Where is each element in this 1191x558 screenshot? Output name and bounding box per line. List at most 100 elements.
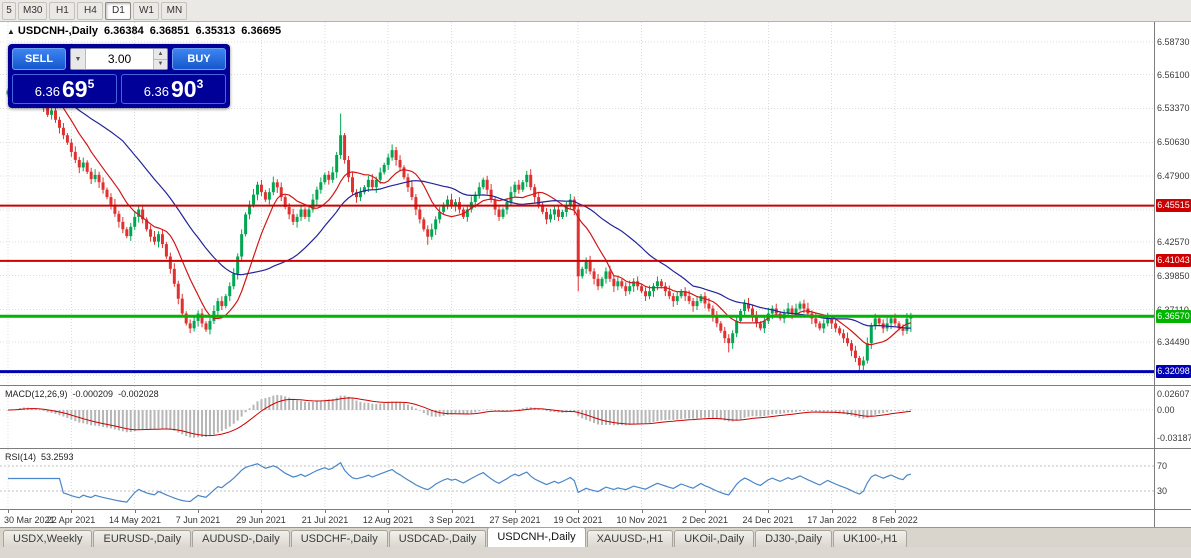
price-scale-label: 6.42570 [1157, 237, 1190, 247]
buy-price-display[interactable]: 6.36 90 3 [121, 74, 226, 104]
ma-slow-line[interactable] [7, 78, 911, 329]
price-scale-label: 6.53370 [1157, 103, 1190, 113]
timeframe-button-w1[interactable]: W1 [133, 1, 160, 20]
volume-dropdown-button[interactable]: ▼ [71, 49, 86, 69]
macd-indicator-label: MACD(12,26,9) -0.000209 -0.002028 [5, 388, 159, 400]
volume-increase-button[interactable]: ▲ [154, 49, 167, 60]
time-axis-label: 14 May 2021 [108, 515, 162, 525]
timeframe-button-mn[interactable]: MN [161, 1, 188, 20]
ohlc-high: 6.36851 [149, 25, 190, 37]
timeframe-toolbar: 5 M30 H1 H4 D1 W1 MN [0, 0, 1191, 22]
tab-eurusd-daily[interactable]: EURUSD-,Daily [93, 530, 192, 547]
volume-decrease-button[interactable]: ▼ [154, 59, 167, 69]
time-axis-tick [388, 510, 389, 513]
price-scale-label: 6.47900 [1157, 171, 1190, 181]
time-axis-label: 2 Dec 2021 [681, 515, 729, 525]
macd-plot[interactable] [0, 386, 1154, 448]
volume-spinner: ▲ ▼ [153, 49, 167, 69]
tab-audusd-daily[interactable]: AUDUSD-,Daily [192, 530, 290, 547]
rsi-scale-30-label: 30 [1157, 486, 1168, 496]
time-axis-tick [705, 510, 706, 513]
time-axis-tick [515, 510, 516, 513]
window-bottom-edge [0, 547, 1191, 558]
tab-dj30-daily[interactable]: DJ30-,Daily [755, 530, 832, 547]
timeframe-button-m5[interactable]: 5 [2, 1, 16, 20]
timeframe-button-h1[interactable]: H1 [49, 1, 76, 20]
tab-uk100-h1[interactable]: UK100-,H1 [832, 530, 908, 547]
time-axis-tick [71, 510, 72, 513]
ohlc-close: 6.36695 [241, 25, 282, 37]
price-scale[interactable]: 0.02607 0.00 -0.03187 70 30 6.58730 6.561… [1154, 22, 1191, 527]
sell-price-prefix: 6.36 [34, 84, 61, 99]
macd-scale-bottom-label: -0.03187 [1157, 433, 1191, 443]
timeframe-button-h4[interactable]: H4 [77, 1, 104, 20]
timeframe-button-d1[interactable]: D1 [105, 1, 132, 20]
rsi-plot[interactable] [0, 449, 1154, 509]
macd-value: -0.000209 [72, 389, 114, 399]
sell-price-display[interactable]: 6.36 69 5 [12, 74, 117, 104]
tab-usdx-weekly[interactable]: USDX,Weekly [3, 530, 93, 547]
rsi-value: 53.2593 [41, 452, 74, 462]
time-axis-label: 29 Jun 2021 [236, 515, 286, 525]
time-axis-tick [8, 510, 9, 513]
chart-tabs: USDX,Weekly EURUSD-,Daily AUDUSD-,Daily USD… [0, 527, 1191, 547]
panel-divider[interactable] [0, 448, 1191, 449]
time-axis-label: 8 Feb 2022 [872, 515, 918, 525]
one-click-trading-panel: SELL ▼ 3.00 ▲ ▼ BUY 6.36 69 5 [8, 44, 230, 108]
time-axis-tick [135, 510, 136, 513]
macd-scale-zero-label: 0.00 [1157, 405, 1175, 415]
panel-divider[interactable] [0, 385, 1191, 386]
tab-usdchf-daily[interactable]: USDCHF-,Daily [290, 530, 388, 547]
sell-price-pip: 5 [87, 77, 95, 91]
time-axis-tick [325, 510, 326, 513]
time-axis-label: 22 Apr 2021 [46, 515, 96, 525]
time-axis-label: 3 Sep 2021 [428, 515, 476, 525]
buy-price-prefix: 6.36 [143, 84, 170, 99]
price-level-badge: 6.45515 [1156, 199, 1191, 212]
time-axis-tick [452, 510, 453, 513]
time-axis-tick [895, 510, 896, 513]
time-axis-label: 17 Jan 2022 [807, 515, 857, 525]
tab-xauusd-h1[interactable]: XAUUSD-,H1 [586, 530, 674, 547]
sell-price-big: 69 [62, 76, 88, 102]
ma-fast-line[interactable] [7, 78, 912, 346]
time-axis[interactable]: 30 Mar 2021 22 Apr 2021 14 May 2021 7 Jun 2… [0, 510, 1154, 527]
panel-divider [0, 509, 1191, 510]
price-level-badge: 6.36570 [1156, 310, 1191, 323]
tab-ukoil-daily[interactable]: UKOil-,Daily [674, 530, 755, 547]
time-axis-label: 12 Aug 2021 [362, 515, 414, 525]
ohlc-open: 6.36384 [104, 25, 144, 37]
collapse-triangle-icon[interactable]: ▲ [7, 27, 15, 36]
macd-title: MACD(12,26,9) [5, 389, 68, 399]
volume-input[interactable]: 3.00 [107, 52, 132, 66]
price-scale-label: 6.50630 [1157, 137, 1190, 147]
time-axis-label: 24 Dec 2021 [742, 515, 794, 525]
tab-usdcad-daily[interactable]: USDCAD-,Daily [388, 530, 487, 547]
price-level-badge: 6.41043 [1156, 254, 1191, 267]
time-axis-label: 19 Oct 2021 [553, 515, 603, 525]
macd-scale-top-label: 0.02607 [1157, 389, 1190, 399]
time-axis-label: 10 Nov 2021 [616, 515, 668, 525]
buy-price-big: 90 [171, 76, 197, 102]
time-axis-tick [642, 510, 643, 513]
rsi-indicator-label: RSI(14) 53.2593 [5, 451, 74, 463]
volume-control[interactable]: ▼ 3.00 ▲ ▼ [70, 48, 168, 70]
price-scale-label: 6.58730 [1157, 37, 1190, 47]
time-axis-tick [832, 510, 833, 513]
price-scale-label: 6.34490 [1157, 337, 1190, 347]
time-axis-label: 30 Mar 2021 [4, 515, 55, 525]
time-axis-tick [768, 510, 769, 513]
time-axis-label: 7 Jun 2021 [175, 515, 221, 525]
macd-signal-line [7, 397, 911, 437]
sell-button[interactable]: SELL [12, 48, 66, 70]
chart-window: 30 Mar 2021 22 Apr 2021 14 May 2021 7 Jun 2… [0, 22, 1191, 527]
chevron-down-icon: ▼ [74, 55, 82, 63]
tab-usdcnh-daily[interactable]: USDCNH-,Daily [487, 527, 586, 547]
macd-signal-value: -0.002028 [118, 389, 159, 399]
rsi-scale-70-label: 70 [1157, 461, 1168, 471]
price-level-badge: 6.32098 [1156, 365, 1191, 378]
timeframe-button-m30[interactable]: M30 [18, 1, 48, 20]
chart-symbol-timeframe: USDCNH-,Daily [17, 25, 98, 37]
buy-button[interactable]: BUY [172, 48, 226, 70]
